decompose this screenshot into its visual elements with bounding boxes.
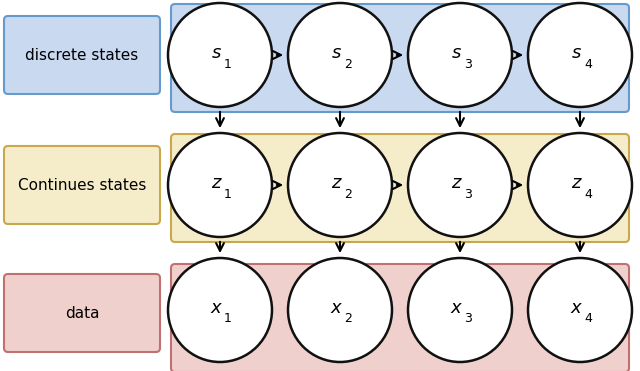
Text: discrete states: discrete states	[26, 47, 139, 62]
FancyBboxPatch shape	[4, 274, 160, 352]
Ellipse shape	[288, 133, 392, 237]
Ellipse shape	[168, 258, 272, 362]
Text: z: z	[211, 174, 221, 192]
Text: 2: 2	[344, 58, 352, 70]
Text: 1: 1	[224, 312, 232, 325]
Text: 1: 1	[224, 187, 232, 200]
Text: s: s	[572, 44, 580, 62]
Ellipse shape	[168, 3, 272, 107]
Text: x: x	[571, 299, 581, 317]
Text: 4: 4	[584, 312, 592, 325]
Text: x: x	[211, 299, 221, 317]
FancyBboxPatch shape	[171, 4, 629, 112]
Text: 1: 1	[224, 58, 232, 70]
Text: data: data	[65, 305, 99, 321]
Ellipse shape	[408, 133, 512, 237]
Text: x: x	[451, 299, 461, 317]
Text: 3: 3	[464, 187, 472, 200]
Ellipse shape	[528, 3, 632, 107]
Text: 2: 2	[344, 312, 352, 325]
Ellipse shape	[408, 258, 512, 362]
Ellipse shape	[168, 133, 272, 237]
Text: 4: 4	[584, 187, 592, 200]
FancyBboxPatch shape	[171, 134, 629, 242]
Text: 2: 2	[344, 187, 352, 200]
Ellipse shape	[408, 3, 512, 107]
Text: x: x	[331, 299, 341, 317]
Ellipse shape	[288, 3, 392, 107]
Text: z: z	[572, 174, 580, 192]
Ellipse shape	[528, 133, 632, 237]
Text: s: s	[451, 44, 461, 62]
FancyBboxPatch shape	[171, 264, 629, 371]
Text: Continues states: Continues states	[18, 177, 146, 193]
Text: s: s	[332, 44, 340, 62]
Text: 4: 4	[584, 58, 592, 70]
Ellipse shape	[528, 258, 632, 362]
Text: s: s	[211, 44, 221, 62]
Text: z: z	[451, 174, 461, 192]
FancyBboxPatch shape	[4, 146, 160, 224]
FancyBboxPatch shape	[4, 16, 160, 94]
Text: 3: 3	[464, 58, 472, 70]
Ellipse shape	[288, 258, 392, 362]
Text: 3: 3	[464, 312, 472, 325]
Text: z: z	[332, 174, 340, 192]
